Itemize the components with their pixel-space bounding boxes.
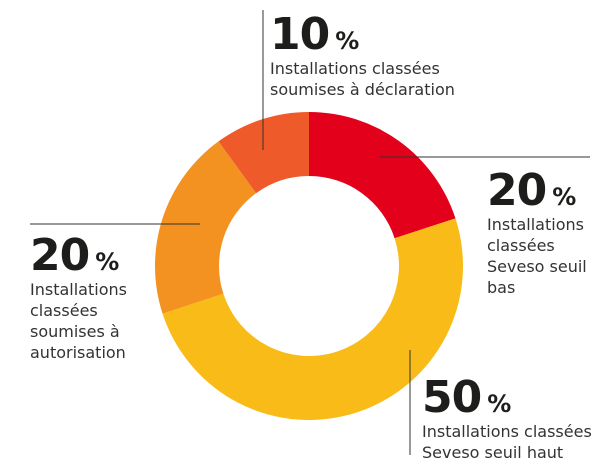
value-line: 50% <box>422 375 607 421</box>
category-label: Installations classées Seveso seuil bas <box>487 215 587 297</box>
value-label: 20 <box>487 165 547 216</box>
segment-label: 50% Installations classées Seveso seuil h… <box>422 375 607 463</box>
value-line: 20% <box>487 168 597 214</box>
segment-label: 10% Installations classées soumises à déc… <box>270 12 495 100</box>
segment-label: 20% Installations classées Seveso seuil b… <box>487 168 597 298</box>
value-unit: % <box>335 27 360 55</box>
value-line: 20% <box>30 233 145 279</box>
category-label: Installations classées soumises à autori… <box>30 280 127 362</box>
donut-segment <box>162 218 464 421</box>
value-label: 50 <box>422 372 482 423</box>
value-unit: % <box>487 390 512 418</box>
category-label: Installations classées soumises à déclar… <box>270 59 455 99</box>
value-label: 10 <box>270 9 330 60</box>
donut-segment <box>218 112 309 194</box>
value-line: 10% <box>270 12 495 58</box>
category-label: Installations classées Seveso seuil haut <box>422 422 592 462</box>
leader-lines <box>30 10 590 455</box>
donut <box>155 112 464 421</box>
value-unit: % <box>95 248 120 276</box>
value-unit: % <box>552 183 577 211</box>
segment-label: 20% Installations classées soumises à aut… <box>30 233 145 363</box>
donut-segment <box>309 112 456 239</box>
value-label: 20 <box>30 230 90 281</box>
donut-segment <box>155 141 257 314</box>
